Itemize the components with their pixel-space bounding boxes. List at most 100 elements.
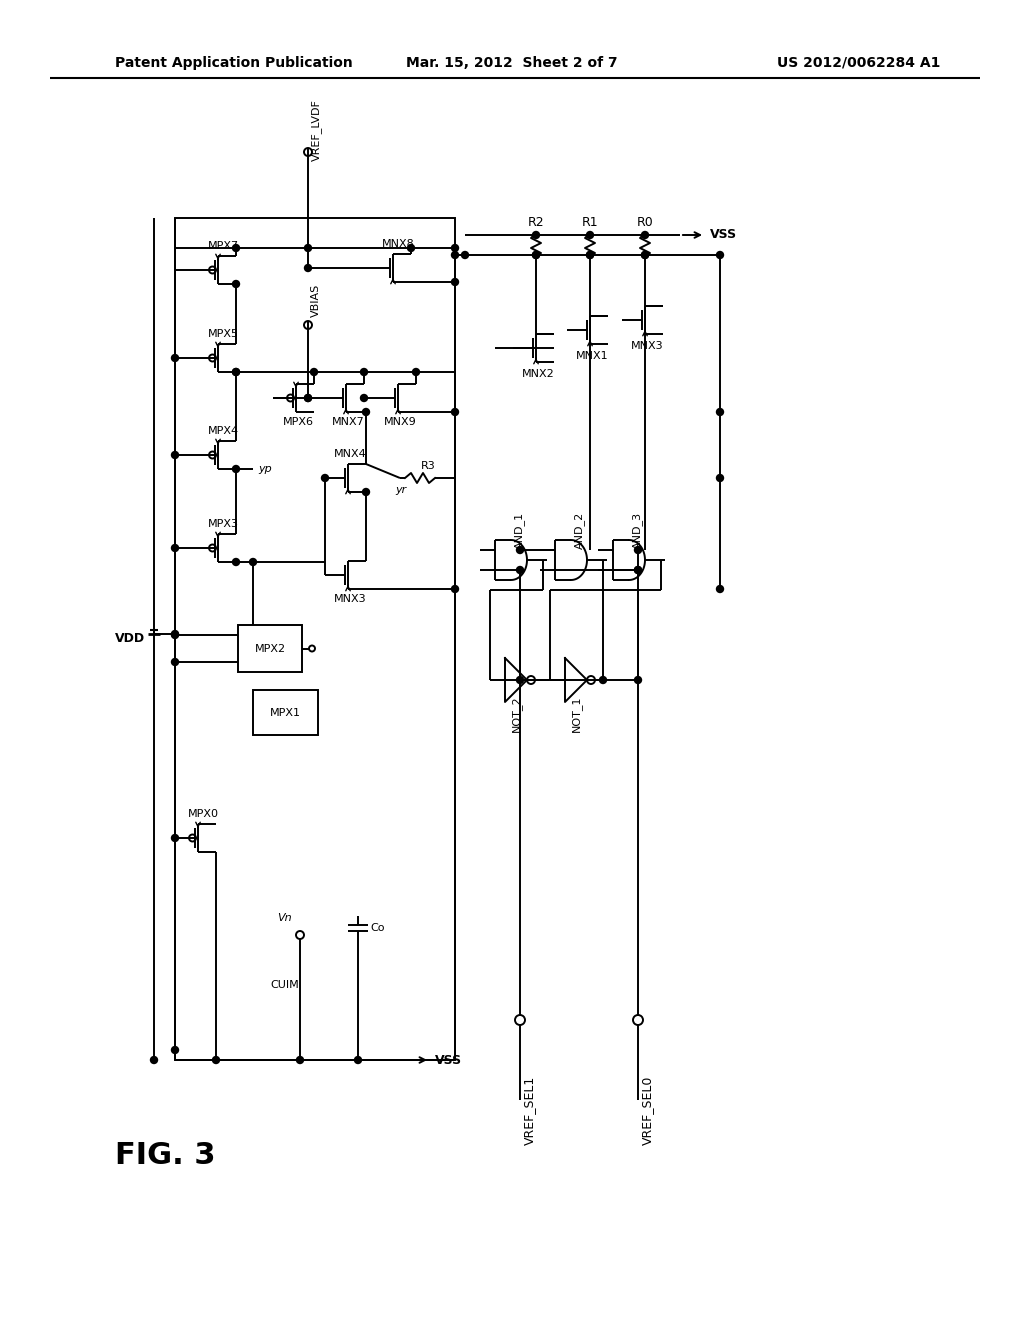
Circle shape: [232, 368, 240, 375]
Circle shape: [171, 355, 178, 362]
Bar: [238, 624, 302, 672]
Text: MNX1: MNX1: [575, 351, 608, 360]
Circle shape: [635, 676, 641, 684]
Text: MNX4: MNX4: [334, 449, 367, 459]
Circle shape: [171, 451, 178, 458]
Text: VDD: VDD: [115, 631, 145, 644]
Circle shape: [413, 368, 420, 375]
Text: MNX9: MNX9: [384, 417, 417, 426]
Text: MNX2: MNX2: [521, 370, 554, 379]
Text: Patent Application Publication: Patent Application Publication: [115, 55, 352, 70]
Text: MPX0: MPX0: [187, 809, 218, 818]
Circle shape: [232, 466, 240, 473]
Circle shape: [532, 231, 540, 239]
Text: MPX5: MPX5: [208, 329, 239, 339]
Bar: [253, 690, 318, 735]
Circle shape: [452, 252, 459, 259]
Text: VREF_SEL1: VREF_SEL1: [523, 1076, 536, 1144]
Circle shape: [354, 1056, 361, 1064]
Circle shape: [717, 586, 724, 593]
Circle shape: [635, 546, 641, 553]
Circle shape: [641, 252, 648, 259]
Circle shape: [452, 408, 459, 416]
Circle shape: [213, 1056, 219, 1064]
Circle shape: [232, 368, 240, 375]
Text: VREF_SEL0: VREF_SEL0: [641, 1076, 654, 1144]
Circle shape: [532, 252, 540, 259]
Circle shape: [232, 281, 240, 288]
Circle shape: [587, 231, 594, 239]
Circle shape: [360, 395, 368, 401]
Circle shape: [532, 252, 540, 259]
Text: yp: yp: [258, 465, 271, 474]
Circle shape: [408, 244, 415, 252]
Circle shape: [304, 395, 311, 401]
Circle shape: [635, 566, 641, 573]
Text: yr: yr: [395, 484, 407, 495]
Circle shape: [232, 244, 240, 252]
Text: AND_3: AND_3: [632, 511, 642, 549]
Circle shape: [516, 566, 523, 573]
Circle shape: [151, 1056, 158, 1064]
Circle shape: [452, 279, 459, 285]
Text: MNX7: MNX7: [332, 417, 365, 426]
Text: R1: R1: [582, 216, 598, 230]
Circle shape: [310, 368, 317, 375]
Circle shape: [304, 264, 311, 272]
Text: Mar. 15, 2012  Sheet 2 of 7: Mar. 15, 2012 Sheet 2 of 7: [407, 55, 617, 70]
Text: NOT_1: NOT_1: [570, 696, 582, 733]
Text: MPX2: MPX2: [254, 644, 286, 653]
Text: VBIAS: VBIAS: [311, 284, 321, 317]
Circle shape: [171, 659, 178, 665]
Circle shape: [516, 546, 523, 553]
Text: VSS: VSS: [710, 228, 737, 242]
Text: AND_1: AND_1: [514, 511, 524, 549]
Circle shape: [635, 566, 641, 573]
Circle shape: [362, 408, 370, 416]
Circle shape: [452, 244, 459, 252]
Text: MPX7: MPX7: [208, 242, 239, 251]
Text: US 2012/0062284 A1: US 2012/0062284 A1: [776, 55, 940, 70]
Text: MNX3: MNX3: [334, 594, 367, 605]
Circle shape: [641, 252, 648, 259]
Circle shape: [587, 252, 594, 259]
Circle shape: [250, 558, 256, 565]
Circle shape: [171, 631, 178, 639]
Text: R0: R0: [637, 216, 653, 230]
Text: MPX1: MPX1: [270, 708, 301, 718]
Circle shape: [587, 252, 594, 259]
Circle shape: [171, 834, 178, 842]
Text: CUIM: CUIM: [270, 979, 299, 990]
Circle shape: [171, 631, 178, 638]
Text: R2: R2: [527, 216, 545, 230]
Text: NOT_2: NOT_2: [511, 696, 521, 733]
Circle shape: [171, 1047, 178, 1053]
Circle shape: [599, 676, 606, 684]
Text: FIG. 3: FIG. 3: [115, 1140, 215, 1170]
Text: MPX3: MPX3: [208, 519, 239, 529]
Text: R3: R3: [421, 461, 435, 471]
Circle shape: [641, 231, 648, 239]
Text: MNX3: MNX3: [631, 341, 664, 351]
Circle shape: [452, 586, 459, 593]
Circle shape: [322, 474, 329, 482]
Text: MNX8: MNX8: [382, 239, 415, 249]
Text: Co: Co: [370, 923, 384, 933]
Text: VREF_LVDF: VREF_LVDF: [311, 99, 322, 161]
Circle shape: [232, 558, 240, 565]
Circle shape: [717, 408, 724, 416]
Text: MPX6: MPX6: [283, 417, 313, 426]
Circle shape: [717, 252, 724, 259]
Circle shape: [360, 368, 368, 375]
Circle shape: [516, 676, 523, 684]
Circle shape: [362, 488, 370, 495]
Circle shape: [171, 544, 178, 552]
Circle shape: [717, 474, 724, 482]
Circle shape: [462, 252, 469, 259]
Circle shape: [304, 395, 311, 401]
Text: VSS: VSS: [435, 1053, 462, 1067]
Text: Vn: Vn: [278, 913, 292, 923]
Circle shape: [304, 244, 311, 252]
Text: AND_2: AND_2: [573, 511, 585, 549]
Circle shape: [297, 1056, 303, 1064]
